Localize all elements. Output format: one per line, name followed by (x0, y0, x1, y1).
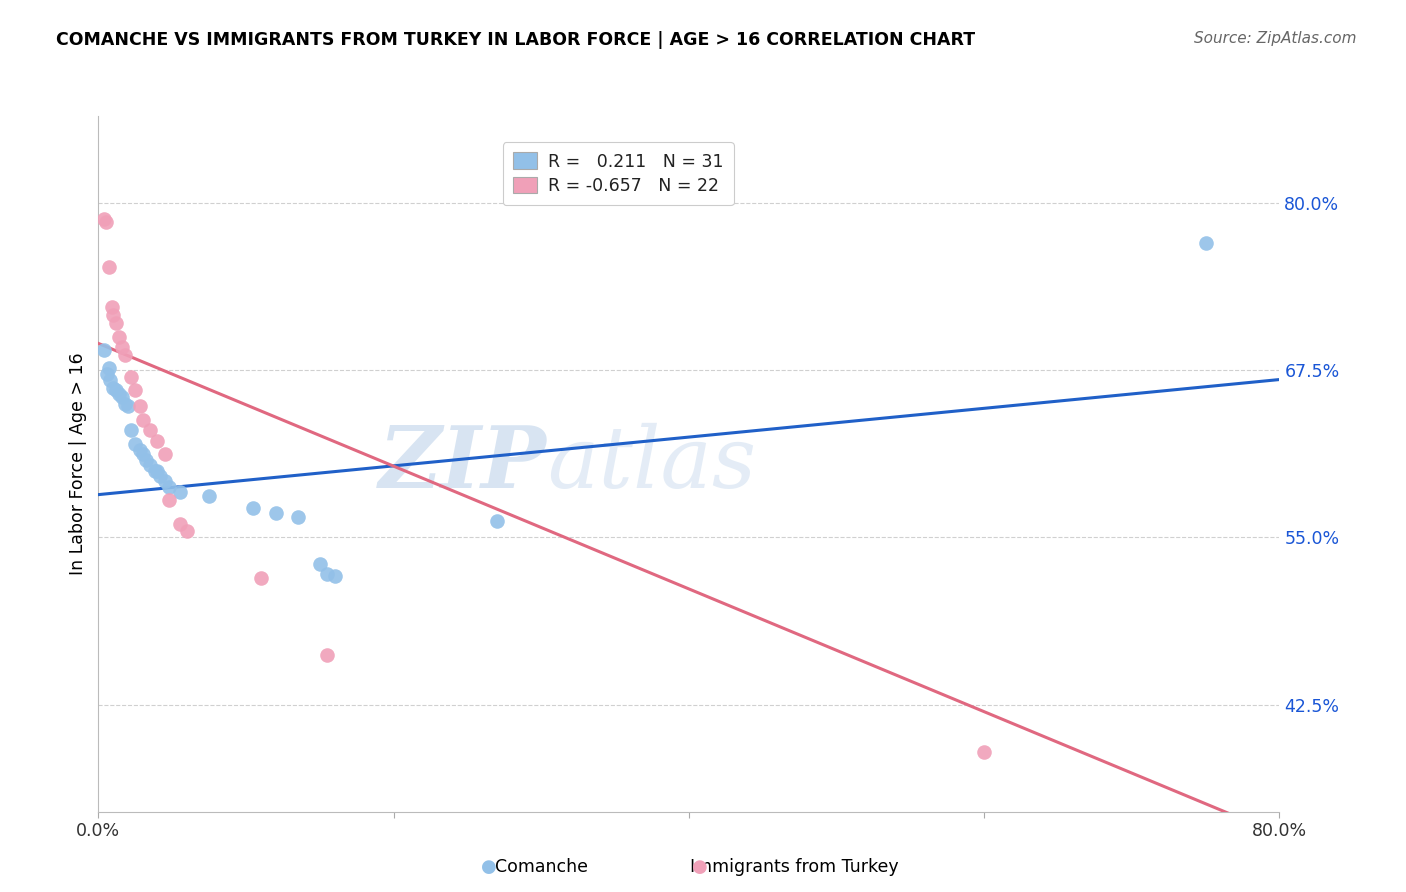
Text: ZIP: ZIP (380, 422, 547, 506)
Point (108, 330, 131, 344)
Text: Immigrants from Turkey: Immigrants from Turkey (690, 858, 898, 876)
Point (143, 464, 166, 478)
Point (309, 557, 332, 572)
Point (198, 489, 221, 503)
Point (111, 341, 134, 355)
Y-axis label: In Labor Force | Age > 16: In Labor Force | Age > 16 (69, 352, 87, 575)
Point (287, 510, 309, 524)
Point (132, 412, 155, 427)
Point (316, 566, 339, 581)
Point (169, 485, 191, 500)
Point (100, 301, 122, 315)
Text: atlas: atlas (547, 423, 756, 505)
Point (135, 453, 157, 467)
Point (93, 343, 115, 358)
Point (139, 424, 162, 438)
Point (120, 369, 142, 384)
Text: Comanche: Comanche (495, 858, 588, 876)
Text: Source: ZipAtlas.com: Source: ZipAtlas.com (1194, 31, 1357, 46)
Point (108, 387, 131, 401)
Point (124, 437, 146, 451)
Point (157, 493, 180, 508)
Point (117, 400, 139, 414)
Point (103, 381, 125, 395)
Point (153, 475, 176, 489)
Point (96, 368, 118, 382)
Point (149, 469, 172, 483)
Point (114, 396, 136, 410)
Text: ●: ● (481, 858, 498, 876)
Point (105, 384, 128, 398)
Point (316, 648, 339, 662)
Point (323, 569, 346, 583)
Text: ●: ● (692, 858, 709, 876)
Point (153, 448, 176, 462)
Point (124, 384, 146, 398)
Point (94, 215, 117, 229)
Point (111, 390, 134, 404)
Point (103, 309, 125, 323)
Point (128, 443, 150, 458)
Point (114, 348, 136, 362)
Point (139, 458, 162, 473)
Point (176, 524, 198, 538)
Point (1195, 236, 1218, 251)
Point (486, 514, 509, 528)
Point (97, 260, 120, 275)
Text: COMANCHE VS IMMIGRANTS FROM TURKEY IN LABOR FORCE | AGE > 16 CORRELATION CHART: COMANCHE VS IMMIGRANTS FROM TURKEY IN LA… (56, 31, 976, 49)
Point (242, 501, 264, 516)
Point (105, 317, 128, 331)
Point (98, 373, 121, 387)
Point (146, 464, 169, 478)
Point (973, 744, 995, 758)
Point (120, 424, 142, 438)
Point (264, 507, 287, 521)
Point (97, 360, 120, 375)
Point (157, 480, 180, 494)
Point (146, 434, 169, 449)
Legend: R =   0.211   N = 31, R = -0.657   N = 22: R = 0.211 N = 31, R = -0.657 N = 22 (503, 142, 734, 205)
Point (132, 448, 155, 462)
Point (250, 571, 273, 585)
Point (93, 212, 115, 227)
Point (128, 400, 150, 414)
Point (169, 516, 191, 531)
